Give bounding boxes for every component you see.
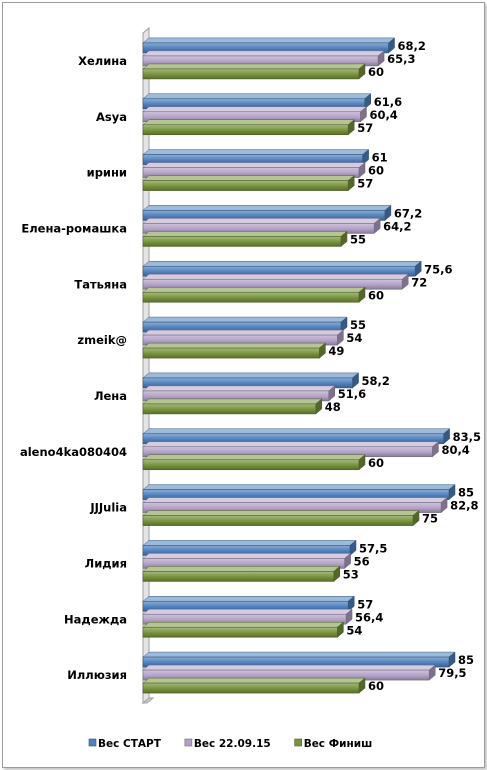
- value-label: 53: [343, 567, 359, 581]
- bar: [142, 484, 456, 501]
- value-label: 60: [368, 65, 384, 79]
- bar-chart: Хелина68,265,360Asya61,660,457ирини61605…: [20, 26, 481, 750]
- value-label: 55: [350, 232, 366, 246]
- category-label: Татьяна: [74, 277, 127, 291]
- category-label: JJJulia: [89, 501, 127, 515]
- value-label: 68,2: [398, 39, 426, 53]
- value-label: 51,6: [338, 387, 366, 401]
- value-label: 57,5: [359, 541, 387, 555]
- category-label: Хелина: [78, 54, 127, 68]
- bar: [142, 119, 355, 136]
- value-label: 60,4: [369, 108, 397, 122]
- bar: [142, 217, 381, 234]
- value-label: 61: [372, 151, 388, 165]
- legend-swatch: [88, 738, 97, 747]
- axis-floor: [141, 697, 155, 704]
- category-label: Лидия: [85, 556, 127, 570]
- bar: [142, 539, 357, 556]
- bar: [142, 677, 366, 694]
- value-label: 60: [368, 164, 384, 178]
- value-label: 60: [368, 679, 384, 693]
- value-label: 60: [368, 288, 384, 302]
- bar: [142, 230, 348, 247]
- bar: [142, 329, 345, 346]
- value-label: 79,5: [438, 666, 466, 680]
- bar: [142, 664, 436, 681]
- bar: [142, 385, 336, 402]
- category-label: Елена-ромашка: [21, 221, 127, 235]
- bar: [142, 372, 360, 389]
- value-label: 57: [357, 121, 373, 135]
- bar: [142, 595, 355, 612]
- category-label: Иллюзия: [67, 668, 127, 682]
- value-label: 57: [357, 177, 373, 191]
- value-label: 85: [458, 486, 474, 500]
- value-label: 72: [411, 275, 427, 289]
- bar: [142, 441, 440, 458]
- value-label: 56,4: [355, 610, 383, 624]
- value-label: 60: [368, 456, 384, 470]
- bar: [142, 552, 352, 569]
- value-label: 54: [346, 331, 362, 345]
- value-label: 49: [328, 344, 344, 358]
- value-label: 58,2: [362, 374, 390, 388]
- legend-swatch: [184, 738, 193, 747]
- value-label: 75,6: [424, 262, 452, 276]
- value-label: 83,5: [453, 430, 481, 444]
- value-label: 85: [458, 653, 474, 667]
- bar: [142, 260, 422, 277]
- bar: [142, 106, 368, 123]
- bar: [142, 565, 341, 582]
- bar: [142, 497, 448, 514]
- bar: [142, 63, 366, 80]
- value-label: 75: [422, 512, 438, 526]
- value-label: 65,3: [387, 52, 415, 66]
- legend-label: Вес СТАРТ: [98, 738, 162, 750]
- value-label: 57: [357, 597, 373, 611]
- value-label: 61,6: [374, 95, 402, 109]
- category-label: zmeik@: [77, 333, 127, 347]
- value-label: 55: [350, 318, 366, 332]
- value-label: 80,4: [441, 443, 469, 457]
- legend-label: Вес 22.09.15: [194, 738, 271, 750]
- value-label: 82,8: [450, 499, 478, 513]
- value-label: 56: [354, 554, 370, 568]
- value-label: 67,2: [394, 206, 422, 220]
- bar: [142, 50, 385, 67]
- category-label: Надежда: [64, 612, 127, 626]
- category-label: aleno4ka080404: [20, 445, 127, 459]
- value-label: 64,2: [383, 219, 411, 233]
- legend-swatch: [294, 738, 302, 747]
- value-label: 54: [346, 623, 362, 637]
- bar: [142, 651, 456, 668]
- bar: [142, 342, 327, 359]
- legend-label: Вес Финиш: [304, 738, 373, 750]
- bar: [142, 149, 370, 166]
- category-label: ирини: [87, 166, 127, 180]
- bar: [142, 286, 366, 303]
- bar: [142, 510, 420, 527]
- category-label: Asya: [96, 110, 127, 124]
- value-label: 48: [325, 400, 341, 414]
- category-label: Лена: [94, 389, 127, 403]
- bar: [142, 162, 366, 179]
- bar: [142, 454, 366, 471]
- bar: [142, 175, 355, 192]
- bar: [142, 621, 345, 638]
- bar: [142, 398, 323, 415]
